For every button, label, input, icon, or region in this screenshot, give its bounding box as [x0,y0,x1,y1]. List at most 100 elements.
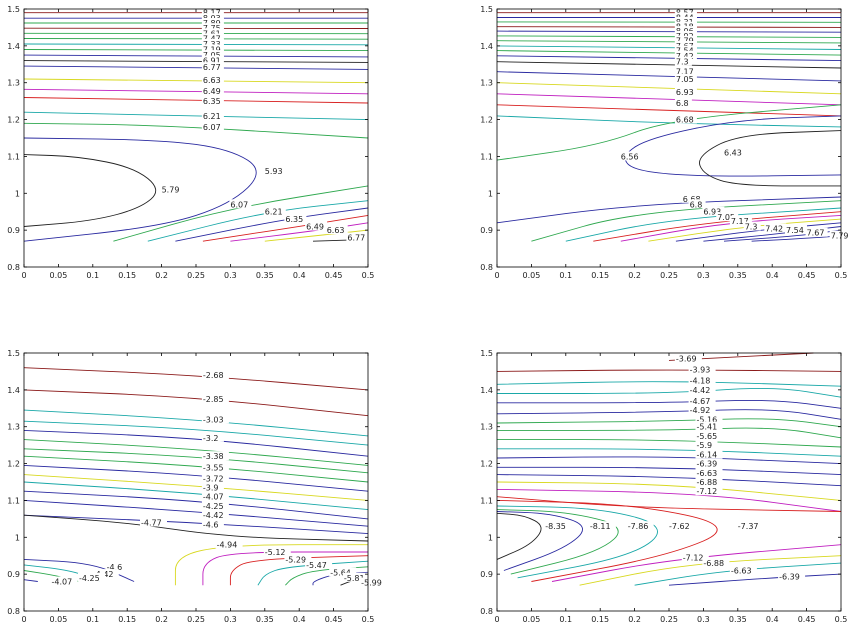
y-tick-label: 0.8 [7,263,20,272]
contour-line [23,499,369,527]
contour-line [496,499,718,582]
contour-label: 7.3 [745,223,758,232]
contour-label-bg [743,221,761,231]
contour-label: -7.37 [738,522,759,531]
contour-label: 6.07 [203,123,221,132]
contour-line [496,505,658,579]
contour-label: -5.12 [265,548,286,557]
contour-label-bg [688,395,716,405]
y-tick-label: 1.5 [7,349,20,358]
y-tick-label: 1.4 [7,386,20,395]
contour-label-bg [201,510,229,520]
contour-line [496,381,842,387]
contour-label-bg [284,214,307,224]
contour-label-bg [702,206,725,216]
contour-label: -3.03 [203,415,224,424]
contour-label-bg [201,501,229,510]
contour-line [496,115,842,128]
x-tick-label: 0.05 [49,615,67,624]
contour-line [23,481,369,511]
contour-line [620,214,842,242]
contour-label-bg [729,215,752,225]
x-tick-label: 0.45 [325,271,343,280]
contour-line [699,130,842,187]
contour-line [496,509,619,575]
contour-line [496,50,842,56]
contour-line [23,97,369,104]
contour-line [565,207,842,242]
contour-line [23,514,369,535]
x-tick-label: 0.25 [187,615,205,624]
contour-label-bg [201,462,229,472]
contour-label-bg [201,86,224,96]
contour-label: -5.16 [697,415,718,424]
x-tick-label: 0.2 [155,271,168,280]
contour-label-bg [688,364,716,374]
contour-label: -8.35 [545,522,566,531]
x-tick-label: 0.1 [559,615,572,624]
contour-line [634,562,842,586]
x-tick-label: 0.3 [224,615,237,624]
x-tick-label: 0.15 [591,615,609,624]
contour-label: 6.49 [306,223,324,232]
y-tick-label: 1 [488,533,493,542]
contour-label-bg [674,56,692,66]
contour-label-bg [201,50,224,60]
contour-line [23,154,157,227]
contour-label: -6.39 [779,573,800,582]
contour-label: -5.99 [361,579,382,588]
contour-label-bg [723,147,745,157]
contour-label-bg [695,467,723,477]
contour-label: -5.29 [285,555,306,564]
contour-label-bg [544,521,572,531]
x-tick-label: 0.05 [522,615,540,624]
contour-label-bg [674,114,697,124]
contour-label: -6.14 [697,450,718,459]
contour-label-bg [342,572,370,582]
contour-label: -5.9 [697,441,713,450]
contour-label-bg [284,554,312,564]
contour-line [496,55,842,62]
contour-label-bg [201,39,224,48]
contour-label: -3.93 [690,366,711,375]
contour-label-bg [674,74,697,83]
contour-label-bg [668,521,695,531]
contour-label-bg [201,18,224,27]
contour-label: -6.63 [697,469,718,478]
contour-line [496,481,842,501]
contour-label: -7.62 [669,522,690,531]
y-tick-label: 1.5 [480,5,493,14]
contour-label: -4.94 [217,541,238,550]
x-tick-label: 0.2 [628,615,641,624]
contour-label: 7.3 [676,58,689,67]
contour-label-bg [105,561,128,571]
contour-line [496,488,842,512]
x-tick-label: 0.05 [49,271,67,280]
x-tick-label: 0.4 [293,271,306,280]
contour-line [174,544,368,586]
contour-label-bg [201,482,224,492]
contour-label-bg [140,517,167,527]
contour-line [497,427,842,439]
contour-line [23,65,369,70]
x-tick-label: 0.1 [86,271,99,280]
contour-label: -4.67 [690,397,711,406]
contour-line [593,211,842,242]
contour-line [496,35,842,38]
contour-line [23,54,369,58]
contour-label-bg [263,206,286,216]
y-tick-label: 1 [488,189,493,198]
contour-label: 6.63 [327,226,345,235]
x-tick-label: 0.4 [766,615,779,624]
y-tick-label: 1.4 [480,386,493,395]
contour-label: 7.67 [807,229,825,238]
y-tick-label: 1.3 [7,423,20,432]
contour-label-bg [201,23,224,33]
contour-label-bg [674,16,697,26]
x-tick-label: 0.5 [835,271,848,280]
y-tick-label: 1.2 [480,460,493,469]
x-tick-label: 0.15 [118,615,136,624]
contour-line [496,40,842,44]
contour-label-bg [674,35,697,45]
